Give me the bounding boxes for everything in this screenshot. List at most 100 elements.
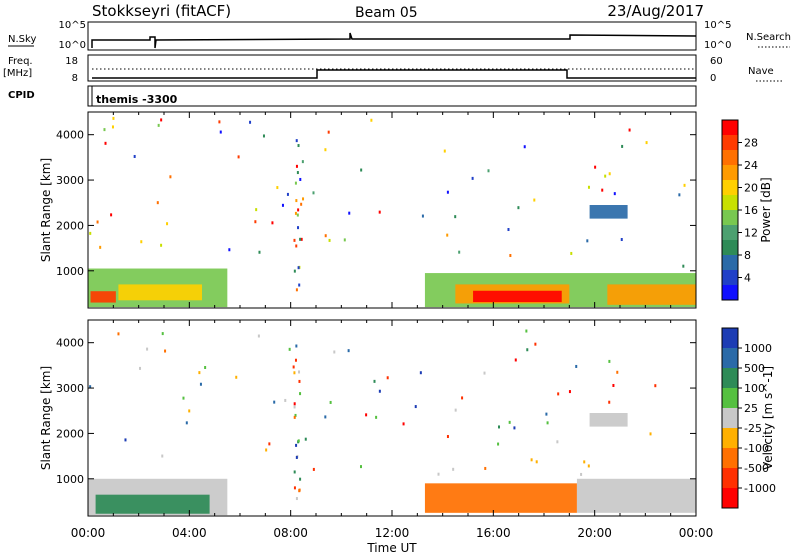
- velocity-streak-point: [293, 415, 296, 419]
- velocity-scatter-point: [608, 359, 611, 363]
- power-colorbar-tick-label: 8: [744, 249, 751, 262]
- power-scatter-points: [89, 116, 686, 292]
- time-x-tick-label: 04:00: [172, 526, 207, 540]
- power-region-2: [118, 284, 202, 301]
- nsky-tick-top: 10^5: [59, 20, 86, 31]
- velocity-scatter-point: [188, 409, 191, 413]
- velocity-scatter-point: [365, 413, 368, 417]
- velocity-colorbar-swatch: [722, 468, 738, 489]
- velocity-scatter-point: [333, 350, 336, 354]
- power-scatter-point: [458, 250, 461, 254]
- velocity-data-regions: [88, 413, 696, 516]
- nsearch-tick-bottom: 10^0: [704, 40, 731, 51]
- power-colorbar-tick-label: 12: [744, 227, 758, 240]
- freq-panel: [87, 54, 697, 82]
- velocity-region-4: [589, 413, 628, 427]
- velocity-scatter-point: [359, 465, 362, 469]
- power-streak-point: [298, 283, 301, 287]
- power-colorbar-swatch: [722, 240, 738, 256]
- velocity-streak-point: [298, 488, 301, 492]
- velocity-streak-point: [295, 344, 298, 348]
- power-streak-point: [295, 139, 298, 143]
- velocity-scatter-point: [454, 408, 457, 412]
- velocity-scatter-point: [583, 460, 586, 464]
- power-scatter-point: [454, 215, 457, 219]
- power-scatter-point: [378, 210, 381, 214]
- power-scatter-point: [608, 172, 611, 176]
- power-scatter-point: [682, 264, 685, 268]
- power-scatter-point: [601, 188, 604, 192]
- time-x-ticks: 00:00 04:00 08:00 12:00 16:00 20:00 00:00: [71, 526, 714, 540]
- velocity-scatter-point: [124, 438, 127, 442]
- power-scatter-point: [255, 208, 258, 212]
- power-scatter-point: [523, 145, 526, 149]
- velocity-scatter-point: [580, 472, 583, 476]
- velocity-scatter-point: [284, 398, 287, 402]
- power-colorbar-tick-label: 24: [744, 159, 758, 172]
- velocity-scatter-point: [508, 420, 511, 424]
- velocity-scatter-point: [545, 412, 548, 416]
- power-streak-point: [299, 237, 302, 241]
- velocity-region-2: [424, 483, 577, 513]
- velocity-scatter-point: [608, 400, 611, 404]
- power-scatter-point: [254, 220, 257, 224]
- power-scatter-point: [156, 201, 159, 205]
- velocity-scatter-point: [461, 396, 464, 400]
- power-scatter-point: [96, 220, 99, 224]
- power-scatter-point: [169, 175, 172, 179]
- velocity-y-ticks: 1000 2000 3000 4000: [56, 320, 697, 516]
- velocity-colorbar-swatch: [722, 368, 738, 389]
- power-scatter-point: [443, 149, 446, 153]
- velocity-scatter-point: [525, 329, 528, 333]
- velocity-scatter-point: [649, 432, 652, 436]
- velocity-scatter-point: [89, 385, 92, 389]
- power-scatter-point: [160, 243, 163, 247]
- velocity-scatter-point: [373, 379, 376, 383]
- power-region-7: [589, 205, 628, 219]
- power-scatter-point: [249, 120, 252, 124]
- velocity-region-1: [95, 494, 210, 514]
- velocity-scatter-point: [117, 332, 120, 336]
- power-scatter-point: [166, 222, 169, 226]
- velocity-scatter-point: [497, 442, 500, 446]
- power-colorbar-tick-label: 16: [744, 204, 758, 217]
- velocity-streak-point: [293, 486, 296, 490]
- velocity-streak-point: [293, 405, 296, 409]
- power-colorbar-swatch: [722, 210, 738, 226]
- power-scatter-point: [157, 123, 160, 127]
- velocity-y-tick-label: 1000: [56, 473, 84, 486]
- velocity-streak-point: [294, 358, 297, 362]
- nsearch-label: N.Search: [746, 32, 791, 43]
- velocity-colorbar-tick-label: -1000: [744, 482, 776, 495]
- power-scatter-point: [296, 171, 299, 175]
- time-x-tick-label: 16:00: [476, 526, 511, 540]
- nsky-label: N.Sky: [8, 34, 36, 45]
- power-streak-point: [293, 238, 296, 242]
- power-streak-point: [300, 237, 303, 241]
- power-y-tick-label: 3000: [56, 174, 84, 187]
- velocity-scatter-point: [419, 371, 422, 375]
- velocity-streak-point: [298, 379, 301, 383]
- power-scatter-point: [324, 234, 327, 238]
- power-scatter-point: [112, 116, 115, 120]
- velocity-scatter-point: [616, 370, 619, 374]
- power-streak-point: [295, 288, 298, 292]
- velocity-scatter-point: [304, 437, 307, 441]
- velocity-y-tick-label: 4000: [56, 337, 84, 350]
- power-scatter-point: [587, 185, 590, 189]
- velocity-scatter-point: [513, 426, 516, 430]
- power-streak-point: [297, 266, 300, 270]
- power-scatter-point: [487, 169, 490, 173]
- power-panel: 1000 2000 3000 4000 Slant Range [km] 28 24 20…: [39, 111, 773, 309]
- velocity-scatter-points: [89, 329, 657, 501]
- velocity-colorbar-swatch: [722, 488, 738, 509]
- nave-label: Nave: [748, 66, 774, 77]
- power-region-6: [607, 284, 696, 305]
- power-scatter-point: [160, 118, 163, 122]
- power-scatter-point: [594, 165, 597, 169]
- power-scatter-point: [628, 128, 631, 132]
- velocity-streak-point: [299, 392, 302, 396]
- velocity-scatter-point: [556, 440, 559, 444]
- time-x-tick-label: 00:00: [71, 526, 106, 540]
- velocity-scatter-point: [526, 348, 529, 352]
